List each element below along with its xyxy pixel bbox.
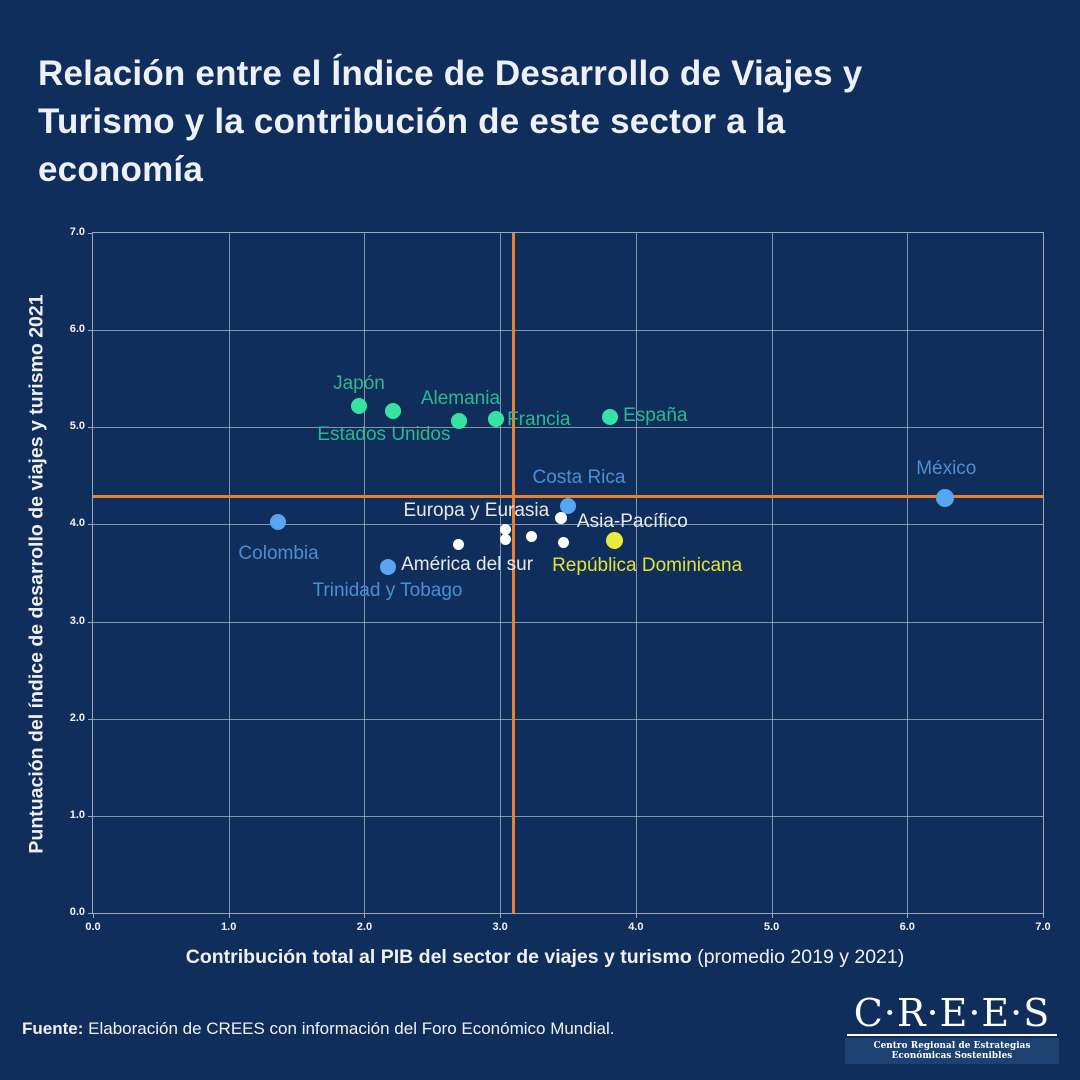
point-republica-dominicana [605, 532, 623, 550]
reference-line-horizontal [93, 495, 1043, 498]
crees-tagline: Centro Regional de Estrategias Económica… [845, 1038, 1059, 1064]
source-note: Fuente: Elaboración de CREES con informa… [22, 1019, 614, 1039]
label-asia-pacifico: Asia-Pacífico [576, 510, 688, 532]
crees-logo: C·R·E·E·S Centro Regional de Estrategias… [845, 992, 1059, 1064]
point-espana [602, 408, 619, 425]
point-estados-unidos [384, 402, 401, 419]
x-tickmark-4.0 [635, 913, 637, 918]
y-axis-title: Puntuación del índice de desarrollo de v… [25, 294, 48, 854]
label-espana: España [623, 404, 688, 426]
x-tickmark-2.0 [364, 913, 366, 918]
source-text: Elaboración de CREES con información del… [88, 1019, 615, 1038]
x-tick-label-3.0: 3.0 [492, 921, 508, 933]
y-tickmark-5.0 [88, 427, 93, 429]
y-tickmark-4.0 [88, 524, 93, 526]
point-asia-pacifico [558, 537, 570, 549]
y-tickmark-3.0 [88, 621, 93, 623]
label-mexico: México [916, 458, 977, 480]
y-tickmark-1.0 [88, 815, 93, 817]
point-white-dot-2 [500, 523, 512, 535]
x-tick-label-1.0: 1.0 [221, 921, 237, 933]
source-label: Fuente: [22, 1019, 84, 1038]
chart-title: Relación entre el Índice de Desarrollo d… [38, 50, 1028, 194]
y-tickmark-0.0 [88, 913, 93, 914]
y-tickmark-2.0 [88, 718, 93, 720]
y-tick-label-3.0: 3.0 [69, 614, 85, 627]
point-japon [351, 397, 367, 414]
point-colombia [269, 514, 286, 531]
point-costa-rica [560, 497, 576, 514]
reference-line-vertical [512, 233, 515, 913]
x-tick-label-7.0: 7.0 [1035, 921, 1051, 933]
chart-title-line-3: economía [38, 150, 203, 189]
point-europa-y-eurasia [555, 511, 568, 524]
label-republica-dominicana: República Dominicana [552, 554, 743, 576]
point-alemania [451, 413, 468, 430]
x-tickmark-1.0 [228, 913, 230, 918]
gridline-x-2 [364, 233, 366, 913]
x-tick-label-6.0: 6.0 [899, 921, 915, 933]
gridline-y-4 [93, 524, 1043, 526]
label-america-del-sur: América del sur [401, 553, 534, 575]
point-white-dot-3 [500, 534, 512, 546]
x-tick-label-4.0: 4.0 [628, 921, 644, 933]
x-tick-label-5.0: 5.0 [763, 921, 780, 933]
point-mexico [936, 489, 955, 508]
y-tick-label-4.0: 4.0 [69, 517, 85, 530]
logo-divider [847, 1034, 1057, 1036]
label-trinidad-y-tobago: Trinidad y Tobago [312, 580, 463, 602]
x-tick-label-0.0: 0.0 [85, 921, 101, 933]
gridline-x-1 [228, 233, 230, 913]
chart-title-line-2: Turismo y la contribución de este sector… [38, 102, 786, 141]
gridline-x-6 [907, 233, 909, 913]
point-white-dot-4 [525, 530, 537, 542]
x-axis-title-main: Contribución total al PIB del sector de … [185, 946, 692, 968]
x-tickmark-0.0 [93, 913, 94, 918]
label-costa-rica: Costa Rica [532, 466, 626, 488]
gridline-y-5 [93, 427, 1043, 429]
gridline-y-1 [93, 815, 1043, 817]
x-axis-title-note: (promedio 2019 y 2021) [691, 946, 905, 968]
gridline-x-4 [635, 233, 637, 913]
y-tick-label-7.0: 7.0 [69, 226, 85, 238]
label-alemania: Alemania [420, 388, 501, 410]
gridline-x-5 [771, 233, 773, 913]
point-francia [488, 410, 505, 427]
x-tickmark-7.0 [1043, 913, 1044, 918]
x-axis-title: Contribución total al PIB del sector de … [60, 946, 1030, 969]
y-tick-label-1.0: 1.0 [69, 808, 85, 821]
label-japon: Japón [333, 372, 385, 394]
point-america-del-sur [452, 539, 464, 551]
chart-title-line-1: Relación entre el Índice de Desarrollo d… [38, 54, 863, 93]
x-tickmark-6.0 [907, 913, 909, 918]
y-tick-label-5.0: 5.0 [69, 420, 85, 433]
crees-wordmark: C·R·E·E·S [853, 991, 1051, 1035]
y-tickmark-6.0 [88, 330, 93, 332]
plot-area: 0.0 1.0 2.0 3.0 4.0 5.0 6.0 7.0 0.0 1.0 2.0 3.0 4.0 5… [70, 226, 1051, 933]
x-tickmark-3.0 [500, 913, 502, 918]
gridline-x-3 [500, 233, 502, 913]
gridline-y-2 [93, 718, 1043, 720]
y-tickmark-7.0 [88, 233, 93, 234]
y-tick-label-2.0: 2.0 [69, 711, 85, 724]
x-tickmark-5.0 [771, 913, 773, 918]
label-estados-unidos: Estados Unidos [317, 423, 451, 445]
y-tick-label-0.0: 0.0 [69, 906, 85, 918]
x-tick-label-2.0: 2.0 [356, 921, 373, 933]
label-francia: Francia [507, 408, 571, 430]
gridline-y-3 [93, 621, 1043, 623]
point-trinidad-y-tobago [379, 559, 396, 576]
y-tick-label-6.0: 6.0 [69, 323, 85, 336]
label-colombia: Colombia [238, 543, 319, 565]
gridline-y-6 [93, 330, 1043, 332]
label-europa-y-eurasia: Europa y Eurasia [403, 499, 550, 521]
